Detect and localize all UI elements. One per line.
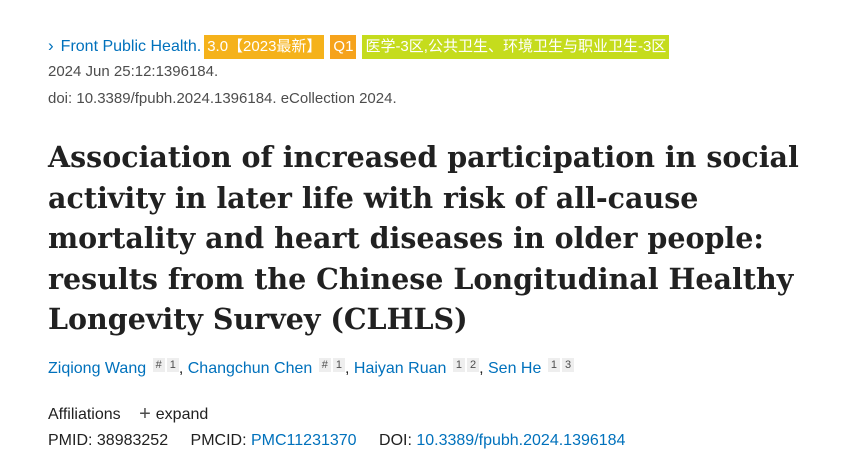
author-mark[interactable]: #: [318, 358, 331, 372]
pmid-value: 38983252: [96, 432, 169, 449]
journal-line: › Front Public Health. 3.0【2023最新】 Q1 医学…: [48, 35, 670, 59]
affiliation-ref[interactable]: 1: [452, 358, 465, 372]
expand-button[interactable]: + expand: [139, 403, 209, 425]
journal-link[interactable]: Front Public Health.: [60, 38, 202, 55]
affiliations-toggle[interactable]: Affiliations + expand: [48, 402, 208, 425]
author-separator: ,: [479, 360, 484, 377]
author-link[interactable]: Sen He: [488, 360, 542, 377]
impact-factor-badge: 3.0【2023最新】: [204, 35, 325, 59]
affiliation-ref[interactable]: 3: [561, 358, 575, 372]
author-separator: ,: [178, 360, 184, 377]
affiliation-ref[interactable]: 1: [166, 358, 179, 372]
chevron-right-icon[interactable]: ›: [48, 36, 54, 55]
pmid-label: PMID:: [48, 432, 93, 449]
author-separator: ,: [344, 360, 350, 377]
quartile-badge: Q1: [330, 35, 357, 59]
identifiers-line: PMID: 38983252 PMCID: PMC11231370 DOI: 1…: [48, 432, 625, 450]
article-title: Association of increased participation i…: [48, 140, 799, 336]
author-link[interactable]: Haiyan Ruan: [353, 360, 447, 377]
zone-badge: 医学-3区,公共卫生、环境卫生与职业卫生-3区: [362, 35, 670, 59]
plus-icon: +: [139, 403, 151, 425]
author-link[interactable]: Changchun Chen: [187, 360, 313, 377]
publication-date: 2024 Jun 25:12:1396184.: [48, 63, 219, 80]
affiliation-ref[interactable]: 2: [466, 358, 480, 372]
affiliation-ref[interactable]: 1: [547, 358, 560, 372]
affiliations-label: Affiliations: [48, 406, 121, 423]
author-link[interactable]: Ziqiong Wang: [48, 360, 147, 377]
author-mark[interactable]: #: [152, 358, 165, 372]
doi-link[interactable]: 10.3389/fpubh.2024.1396184: [416, 432, 626, 449]
citation-doi-line: doi: 10.3389/fpubh.2024.1396184. eCollec…: [48, 90, 397, 107]
pmcid-label: PMCID:: [190, 432, 247, 449]
affiliation-ref[interactable]: 1: [332, 358, 345, 372]
author-list: Ziqiong Wang #1, Changchun Chen #1, Haiy…: [48, 358, 575, 378]
pmcid-link[interactable]: PMC11231370: [251, 432, 357, 449]
doi-label: DOI:: [379, 432, 412, 449]
expand-label: expand: [155, 406, 209, 423]
